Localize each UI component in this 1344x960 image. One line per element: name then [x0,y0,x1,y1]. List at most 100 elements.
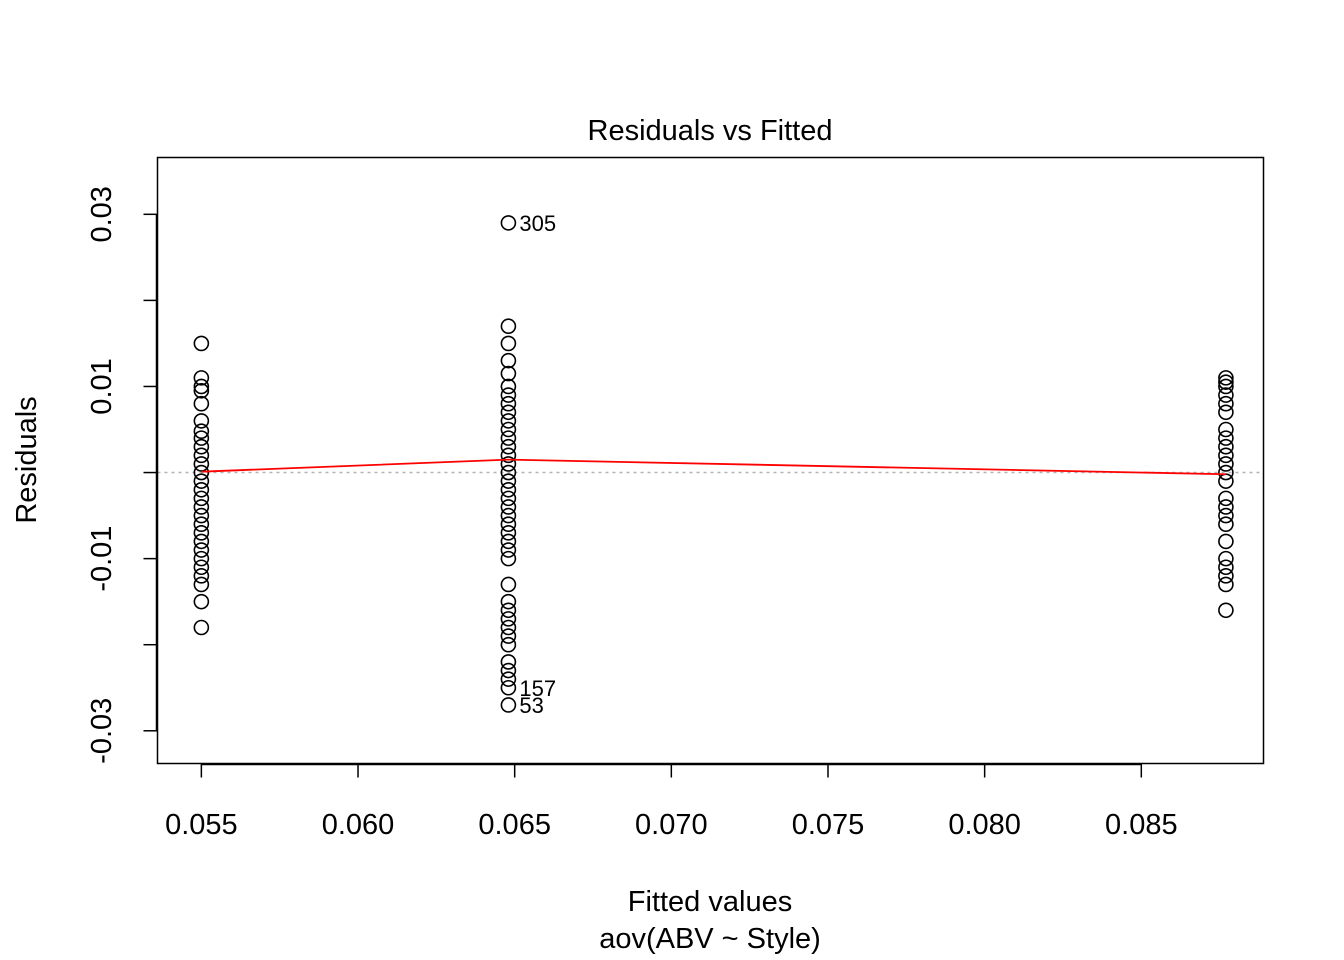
data-point [193,490,210,507]
data-point [500,507,517,524]
data-point [193,464,210,481]
y-tick-label: -0.01 [86,526,118,592]
data-point [1218,438,1234,455]
data-point [500,481,517,498]
data-point [500,318,517,335]
data-point [193,430,210,446]
x-tick-label: 0.085 [1105,809,1178,841]
data-point [193,473,210,489]
data-point [1218,404,1234,421]
data-point [193,447,210,464]
data-point [193,335,210,352]
data-point [193,499,210,515]
y-axis-label: Residuals [11,396,43,523]
x-tick-label: 0.075 [792,809,865,841]
data-point [193,456,210,472]
data-point [1218,499,1234,515]
data-point [193,413,210,429]
data-point [500,636,517,653]
y-tick-label: 0.01 [86,358,118,414]
data-point [193,438,210,455]
data-point [500,662,517,679]
data-point [500,456,517,472]
data-point [500,335,517,352]
data-point [500,697,517,713]
data-point [500,525,517,541]
data-point [1218,550,1234,567]
data-point [1218,421,1234,438]
data-point [1218,533,1234,550]
data-point [500,464,517,481]
data-point [500,490,517,507]
data-point [500,413,517,429]
y-axis: -0.03 -0.01 0.01 0.03 [86,186,158,764]
data-point [500,516,517,532]
data-point [193,525,210,541]
x-tick-label: 0.070 [635,809,708,841]
data-point [193,542,210,558]
data-point [500,352,517,369]
data-point [193,619,210,636]
data-point [193,395,210,412]
plot-frame [156,156,1265,765]
data-point [1218,378,1234,395]
x-tick-label: 0.055 [165,809,238,841]
x-axis-sublabel: aov(ABV ~ Style) [599,923,821,955]
data-point [500,430,517,446]
data-point [193,576,210,593]
data-point [500,438,517,455]
point-annotation: 157 [519,676,556,701]
x-tick-label: 0.065 [478,809,551,841]
data-point [500,602,517,619]
point-annotation: 53 [519,693,543,718]
data-point [1218,602,1234,619]
data-point [1218,387,1234,403]
data-point [193,370,210,386]
x-tick-label: 0.060 [322,809,395,841]
data-point [1218,395,1234,412]
data-point [1218,447,1234,464]
data-point [1218,576,1234,593]
data-point [500,593,517,610]
data-point [1218,430,1234,446]
smoother-line [201,458,1226,476]
data-point [500,533,517,550]
data-point [1218,516,1234,532]
data-point [500,365,517,382]
point-annotation: 305 [519,211,556,236]
data-point [500,628,517,644]
data-point [500,395,517,412]
data-point [193,423,210,440]
data-point [193,382,210,399]
data-point [1218,370,1234,386]
data-point [193,593,210,610]
data-point [193,378,210,395]
data-point [500,499,517,515]
data-point [500,576,517,593]
data-point [193,533,210,550]
data-point [193,481,210,498]
data-point [1218,507,1234,524]
data-point [1218,559,1234,576]
y-tick-label: -0.03 [86,698,118,764]
data-point [1218,490,1234,507]
data-point [1218,568,1234,584]
data-point [193,559,210,576]
x-axis-label: Fitted values [628,886,792,918]
x-axis: 0.055 0.060 0.065 0.070 0.075 0.080 0.085 [165,763,1178,841]
data-point [500,654,517,670]
data-point [500,550,517,567]
data-point [193,507,210,524]
data-point [500,447,517,464]
data-point [1218,473,1234,489]
data-point [193,568,210,584]
data-point [500,679,517,696]
data-point [500,378,517,395]
data-point [500,619,517,636]
data-point [500,404,517,421]
chart-title: Residuals vs Fitted [588,115,833,147]
x-tick-label: 0.080 [948,809,1021,841]
data-point [193,550,210,567]
